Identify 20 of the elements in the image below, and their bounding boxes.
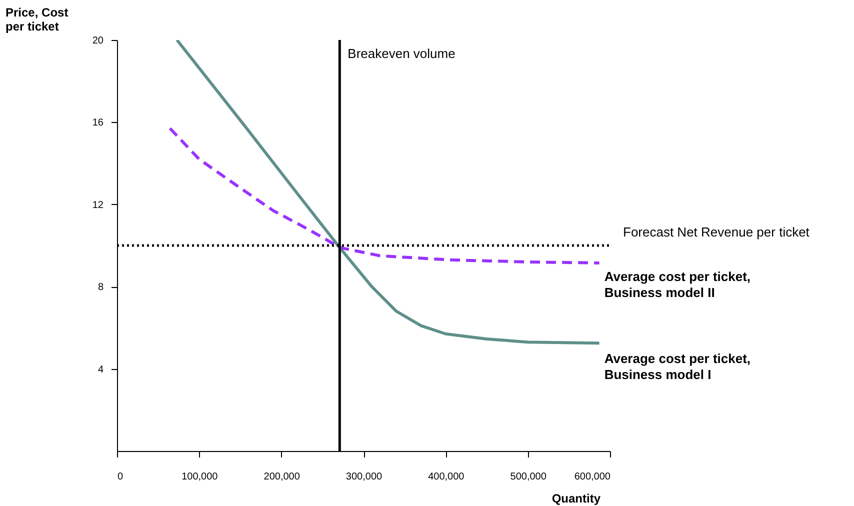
y-tick-label: 8 xyxy=(98,282,104,294)
y-axis-title: Price, Cost per ticket xyxy=(6,6,68,34)
x-tick-label: 500,000 xyxy=(510,472,547,482)
ref-line-label: Breakeven volume xyxy=(348,46,456,61)
x-tick-label: 100,000 xyxy=(182,472,218,482)
x-tick-label: 600,000 xyxy=(574,472,611,482)
y-tick-label: 4 xyxy=(98,364,104,376)
line-series xyxy=(168,126,601,264)
series-label: Average cost per ticket, Business model II xyxy=(604,268,751,300)
x-axis-title: Quantity xyxy=(552,492,601,506)
y-tick-label: 20 xyxy=(92,36,104,46)
y-tick-label: 12 xyxy=(92,200,104,211)
y-tick-label: 16 xyxy=(92,118,104,129)
x-tick-label: 200,000 xyxy=(264,472,300,482)
series-label: Average cost per ticket, Business model I xyxy=(604,351,751,382)
line-series xyxy=(175,40,601,345)
x-tick-label: 0 xyxy=(118,472,124,482)
x-tick-label: 400,000 xyxy=(428,472,465,482)
ref-line-label: Forecast Net Revenue per ticket xyxy=(623,224,810,240)
x-tick-label: 300,000 xyxy=(346,472,383,482)
